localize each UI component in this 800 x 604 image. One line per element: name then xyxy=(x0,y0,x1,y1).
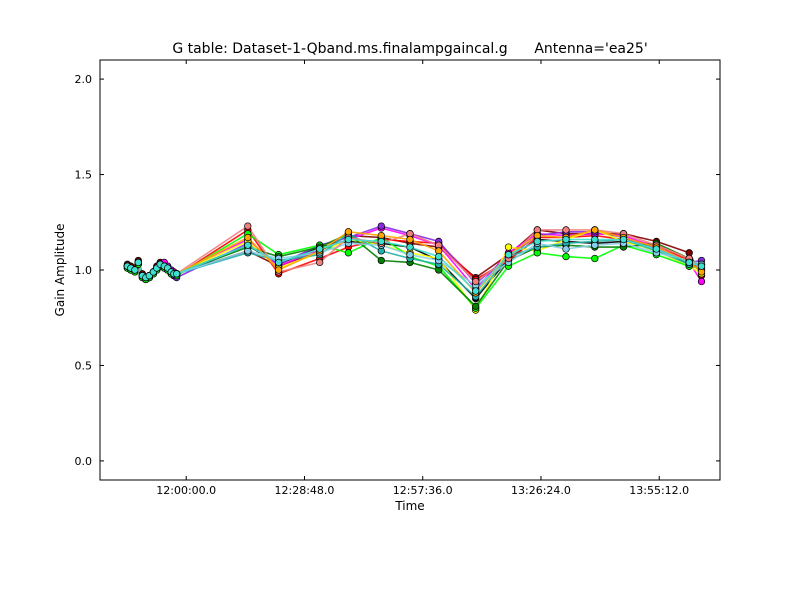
data-point xyxy=(406,243,414,251)
data-point xyxy=(377,222,385,230)
data-point xyxy=(591,235,599,244)
data-point xyxy=(316,258,324,267)
data-point xyxy=(472,302,480,310)
chart-title: G table: Dataset-1-Qband.ms.finalampgain… xyxy=(172,41,647,57)
data-point xyxy=(274,266,283,274)
x-tick-label: 12:57:36.0 xyxy=(393,484,453,497)
plot-area xyxy=(123,222,706,314)
data-point xyxy=(591,254,599,263)
data-point xyxy=(591,226,599,234)
series-line-6 xyxy=(127,232,702,310)
data-point xyxy=(172,270,181,278)
data-point xyxy=(244,222,252,230)
data-point xyxy=(697,262,706,270)
x-tick-label: 13:55:12.0 xyxy=(629,484,689,497)
data-point xyxy=(344,235,353,244)
data-point xyxy=(697,277,706,286)
x-tick-label: 12:28:48.0 xyxy=(275,484,335,497)
data-point xyxy=(134,258,142,267)
data-point xyxy=(244,233,252,242)
data-point xyxy=(377,237,385,246)
y-tick-label: 1.0 xyxy=(75,264,93,277)
data-point xyxy=(244,241,252,249)
data-point xyxy=(472,277,480,286)
data-point xyxy=(685,258,693,267)
axes: 0.0 0.5 1.0 1.5 2.0 12:00:00.0 12:28:48.0 12:57… xyxy=(75,59,721,497)
data-point xyxy=(533,237,541,246)
data-point xyxy=(504,243,513,251)
x-tick-label: 12:00:00.0 xyxy=(156,484,216,497)
data-point xyxy=(131,266,139,274)
data-point xyxy=(344,228,353,236)
y-tick-label: 0.0 xyxy=(75,455,93,468)
data-point xyxy=(316,245,324,253)
y-tick-label: 0.5 xyxy=(75,359,93,372)
y-axis-label: Gain Amplitude xyxy=(53,224,67,317)
data-point xyxy=(406,235,414,244)
x-tick-label: 13:26:24.0 xyxy=(511,484,571,497)
y-tick-label: 1.5 xyxy=(75,169,93,182)
y-tick-label: 2.0 xyxy=(75,73,93,86)
data-point xyxy=(406,251,414,259)
data-point xyxy=(504,251,513,259)
data-point xyxy=(435,252,443,261)
x-axis-label: Time xyxy=(394,499,424,513)
data-point xyxy=(562,226,570,234)
data-point xyxy=(619,235,628,244)
data-point xyxy=(377,256,385,265)
data-point xyxy=(562,252,570,261)
data-point xyxy=(652,245,661,253)
data-point xyxy=(562,235,570,244)
data-point xyxy=(274,258,283,267)
data-point xyxy=(472,287,480,295)
data-point xyxy=(562,245,570,253)
data-point xyxy=(344,249,353,257)
